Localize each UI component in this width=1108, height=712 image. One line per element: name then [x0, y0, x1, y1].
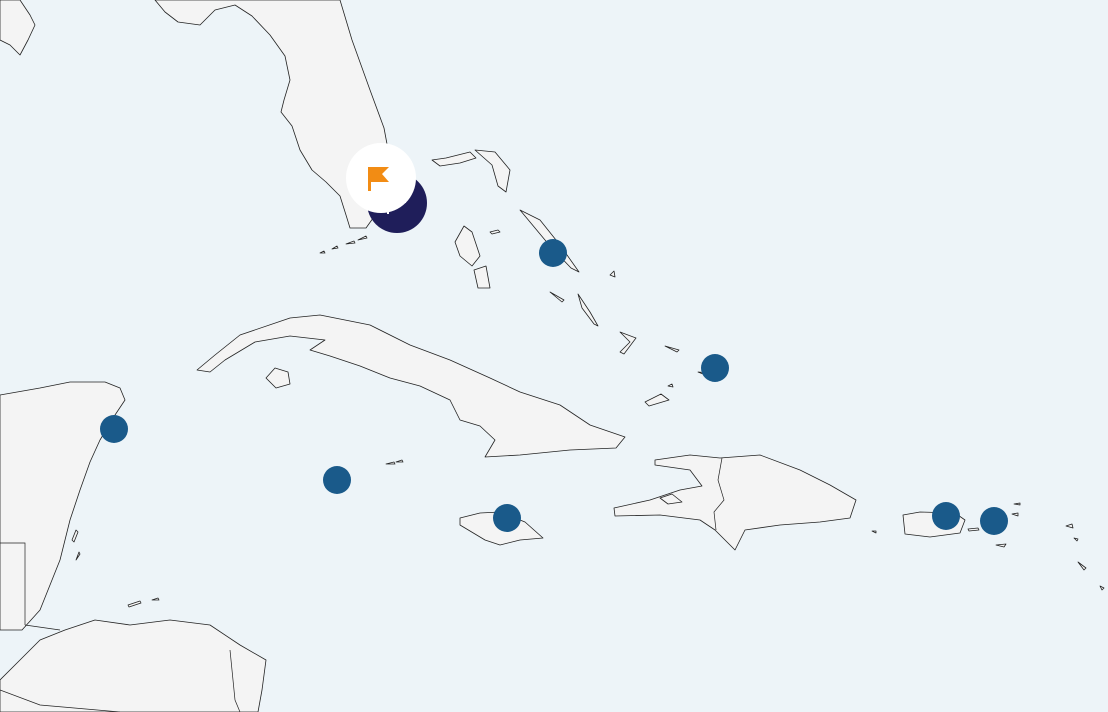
- haiti-dr-border: [713, 457, 725, 531]
- map-pin[interactable]: [493, 504, 521, 532]
- mexico-borders: [0, 542, 61, 631]
- gonave: [659, 493, 683, 505]
- coast-nw: [0, 0, 36, 56]
- keys: [319, 235, 368, 254]
- grand-bahama: [431, 151, 477, 167]
- isla-juventud: [265, 367, 291, 389]
- andros: [454, 225, 491, 289]
- flag-pole: [368, 167, 371, 191]
- central-america: [0, 619, 267, 712]
- flag: [371, 167, 389, 182]
- map-pin[interactable]: [980, 507, 1008, 535]
- cuba: [196, 314, 626, 458]
- islands-east: [871, 502, 1105, 591]
- bay-islands: [127, 597, 160, 608]
- map-pin[interactable]: [100, 415, 128, 443]
- selected-location[interactable]: [346, 143, 427, 233]
- map-pin[interactable]: [701, 354, 729, 382]
- yucatan: [0, 381, 126, 631]
- map-pin[interactable]: [539, 239, 567, 267]
- cozumel: [71, 529, 81, 561]
- ca-borders: [0, 649, 241, 712]
- markers: [100, 143, 1008, 535]
- abaco: [474, 149, 511, 193]
- cayman: [385, 459, 404, 465]
- map-pin[interactable]: [323, 466, 351, 494]
- map-pin[interactable]: [932, 502, 960, 530]
- hispaniola: [613, 454, 857, 551]
